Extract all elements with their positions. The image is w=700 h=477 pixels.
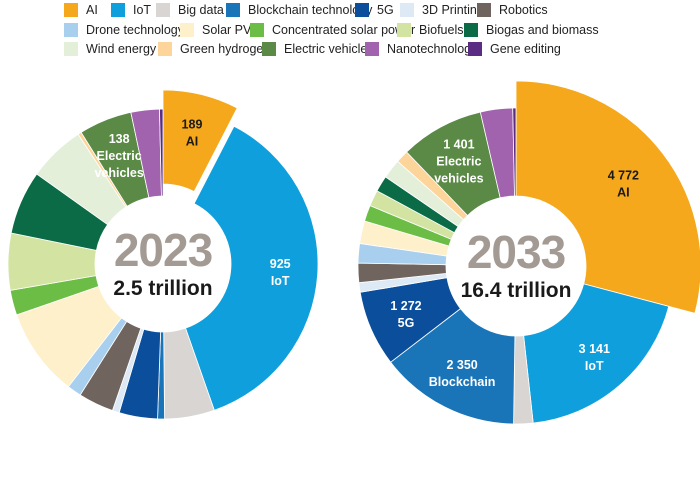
data-label-value: 138 xyxy=(109,132,130,146)
legend-label: Robotics xyxy=(499,3,548,17)
legend-label: Electric vehicles xyxy=(284,42,374,56)
data-label: 925 IoT xyxy=(270,257,291,288)
legend-label: Wind energy xyxy=(86,42,157,56)
data-label: 1 401 Electric vehicles xyxy=(434,137,483,185)
total-label: 16.4 trillion xyxy=(461,279,572,302)
data-label-value: 1 401 xyxy=(443,137,474,151)
legend-item: Biogas and biomass xyxy=(464,23,599,37)
data-label-name: vehicles xyxy=(434,171,483,185)
data-label-name: Blockchain xyxy=(429,375,496,389)
legend-swatch xyxy=(468,42,482,56)
data-label-name: IoT xyxy=(271,274,290,288)
data-label: 3 141 IoT xyxy=(579,342,610,373)
data-label-name: vehicles xyxy=(94,166,143,180)
legend-item: Biofuels xyxy=(397,23,463,37)
data-label: 1 272 5G xyxy=(390,299,421,330)
data-label-value: 3 141 xyxy=(579,342,610,356)
data-label-name: AI xyxy=(186,134,199,148)
legend-swatch xyxy=(262,42,276,56)
data-label-value: 1 272 xyxy=(390,299,421,313)
data-label-value: 4 772 xyxy=(608,168,639,182)
legend-label: AI xyxy=(86,3,98,17)
year-label: 2023 xyxy=(114,224,212,276)
legend-item: 3D Printing xyxy=(400,3,484,17)
legend-item: Concentrated solar power xyxy=(250,23,415,37)
data-label: 4 772 AI xyxy=(608,168,639,199)
data-label-value: 189 xyxy=(182,117,203,131)
legend-swatch xyxy=(365,42,379,56)
legend-label: Gene editing xyxy=(490,42,561,56)
data-label-name: 5G xyxy=(398,316,415,330)
data-label: 138 Electric vehicles xyxy=(94,132,143,180)
legend-swatch xyxy=(400,3,414,17)
legend-label: Green hydrogen xyxy=(180,42,271,56)
legend-label: Blockchain technology xyxy=(248,3,373,17)
legend-item: Nanotechnology xyxy=(365,42,477,56)
legend-item: Green hydrogen xyxy=(158,42,270,56)
legend-item: AI xyxy=(64,3,98,17)
legend-swatch xyxy=(64,23,78,37)
legend-label: Big data xyxy=(178,3,224,17)
data-label-value: 925 xyxy=(270,257,291,271)
legend-item: 5G xyxy=(355,3,394,17)
legend-label: Biofuels xyxy=(419,23,464,37)
legend-item: Solar PV xyxy=(180,23,251,37)
data-label-name: Electric xyxy=(97,149,142,163)
legend-swatch xyxy=(477,3,491,17)
legend-swatch xyxy=(156,3,170,17)
legend-label: Concentrated solar power xyxy=(272,23,416,37)
donut-hole xyxy=(446,196,586,336)
legend-swatch xyxy=(250,23,264,37)
legend-swatch xyxy=(111,3,125,17)
data-label-value: 2 350 xyxy=(446,358,477,372)
legend-item: IoT xyxy=(111,3,151,17)
legend-swatch xyxy=(158,42,172,56)
total-label: 2.5 trillion xyxy=(113,277,212,300)
legend-label: Drone technology xyxy=(86,23,184,37)
segment-ai xyxy=(162,89,238,193)
legend-label: Nanotechnology xyxy=(387,42,478,56)
legend-swatch xyxy=(180,23,194,37)
legend-item: Robotics xyxy=(477,3,548,17)
legend-item: Electric vehicles xyxy=(262,42,374,56)
legend-item: Wind energy xyxy=(64,42,156,56)
legend-label: Solar PV xyxy=(202,23,252,37)
legend-label: 5G xyxy=(377,3,394,17)
legend-item: Gene editing xyxy=(468,42,561,56)
legend-label: Biogas and biomass xyxy=(486,23,599,37)
legend-item: Big data xyxy=(156,3,224,17)
donut-hole xyxy=(95,196,231,332)
data-label-name: AI xyxy=(617,185,630,199)
legend-item: Blockchain technology xyxy=(226,3,372,17)
legend-label: 3D Printing xyxy=(422,3,484,17)
legend-item: Drone technology xyxy=(64,23,184,37)
data-label: 2 350 Blockchain xyxy=(429,358,496,389)
legend-swatch xyxy=(355,3,369,17)
data-label-name: Electric xyxy=(436,154,481,168)
legend-swatch xyxy=(226,3,240,17)
year-label: 2033 xyxy=(467,226,565,278)
legend-swatch xyxy=(397,23,411,37)
legend-swatch xyxy=(64,3,78,17)
data-label: 189 AI xyxy=(182,117,203,148)
legend-swatch xyxy=(464,23,478,37)
legend-swatch xyxy=(64,42,78,56)
legend-label: IoT xyxy=(133,3,152,17)
data-label-name: IoT xyxy=(585,359,604,373)
